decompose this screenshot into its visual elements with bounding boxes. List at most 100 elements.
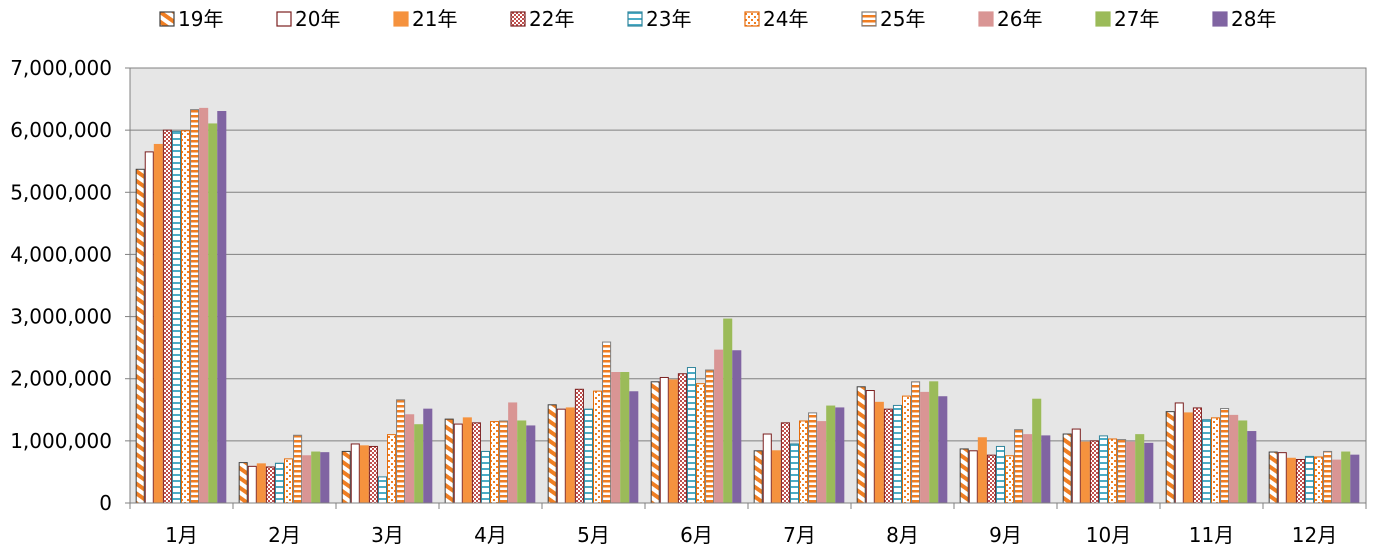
bar-23年-11月 xyxy=(1201,419,1211,504)
bar-21年-4月 xyxy=(462,417,472,504)
bar-27年-9月 xyxy=(1032,398,1042,504)
bar-21年-8月 xyxy=(874,401,884,504)
legend-label: 28年 xyxy=(1231,7,1276,31)
legend-swatch xyxy=(1212,11,1228,27)
bar-24年-5月 xyxy=(593,390,603,504)
bar-19年-10月 xyxy=(1062,433,1072,504)
bar-21年-5月 xyxy=(565,407,575,504)
gridlines xyxy=(130,67,1366,442)
bar-21年-10月 xyxy=(1080,441,1090,504)
bar-21年-9月 xyxy=(977,437,987,504)
bar-22年-8月 xyxy=(883,408,893,504)
legend-swatch xyxy=(393,11,409,27)
legend-item-21年: 21年 xyxy=(393,7,457,31)
y-tick-label: 1,000,000 xyxy=(10,429,112,453)
bar-23年-10月 xyxy=(1098,435,1108,504)
bar-21年-1月 xyxy=(153,143,163,504)
bar-26年-8月 xyxy=(920,391,930,504)
bar-25年-2月 xyxy=(293,434,303,504)
bar-24年-8月 xyxy=(902,395,912,504)
bar-19年-7月 xyxy=(753,450,763,504)
bar-26年-7月 xyxy=(817,421,827,504)
bar-24年-7月 xyxy=(799,420,809,504)
bar-22年-9月 xyxy=(986,454,996,504)
legend-label: 21年 xyxy=(412,7,457,31)
legend-label: 24年 xyxy=(763,7,808,31)
bar-22年-3月 xyxy=(368,445,378,504)
bar-25年-8月 xyxy=(911,381,921,504)
bar-26年-1月 xyxy=(199,107,209,504)
bar-22年-2月 xyxy=(265,466,275,504)
x-tick-label: 5月 xyxy=(577,523,610,547)
bar-21年-12月 xyxy=(1286,457,1296,504)
bar-19年-2月 xyxy=(238,462,248,504)
legend-label: 26年 xyxy=(997,7,1042,31)
legend-label: 27年 xyxy=(1114,7,1159,31)
bar-23年-5月 xyxy=(583,408,594,504)
bar-26年-9月 xyxy=(1023,434,1033,504)
x-tick-label: 7月 xyxy=(783,523,816,547)
legend-label: 25年 xyxy=(880,7,925,31)
bar-28年-11月 xyxy=(1247,431,1257,504)
y-tick-label: 2,000,000 xyxy=(10,367,112,391)
plot-area xyxy=(129,67,1367,504)
bar-20年-2月 xyxy=(247,465,257,504)
bar-27年-12月 xyxy=(1341,451,1351,504)
bar-26年-12月 xyxy=(1332,459,1342,504)
bar-25年-1月 xyxy=(190,109,200,504)
legend-label: 19年 xyxy=(178,7,223,31)
bar-27年-11月 xyxy=(1238,420,1248,504)
legend-item-23年: 23年 xyxy=(627,7,691,31)
bar-20年-8月 xyxy=(865,390,875,504)
bar-24年-9月 xyxy=(1005,455,1015,504)
legend-item-24年: 24年 xyxy=(744,7,808,31)
bar-27年-3月 xyxy=(414,424,424,504)
bar-25年-4月 xyxy=(499,420,509,504)
bar-20年-4月 xyxy=(453,423,463,504)
bar-24年-10月 xyxy=(1108,438,1118,504)
bar-19年-6月 xyxy=(650,381,660,504)
x-tick-label: 6月 xyxy=(680,523,713,547)
x-tick-label: 3月 xyxy=(371,523,404,547)
bar-22年-7月 xyxy=(780,422,790,504)
bar-24年-11月 xyxy=(1211,417,1221,504)
legend-item-22年: 22年 xyxy=(510,7,574,31)
bar-27年-8月 xyxy=(929,381,939,504)
bar-27年-10月 xyxy=(1135,434,1145,504)
bar-24年-12月 xyxy=(1314,456,1324,504)
x-tick-label: 8月 xyxy=(886,523,919,547)
bar-23年-12月 xyxy=(1304,455,1314,504)
x-tick-label: 10月 xyxy=(1086,523,1131,547)
bar-20年-9月 xyxy=(968,450,978,504)
legend-label: 22年 xyxy=(529,7,574,31)
x-tick-label: 9月 xyxy=(989,523,1022,547)
bar-27年-4月 xyxy=(517,420,527,504)
bar-25年-10月 xyxy=(1117,439,1127,504)
bar-21年-2月 xyxy=(256,463,266,504)
bar-28年-12月 xyxy=(1350,454,1360,504)
x-tick-label: 12月 xyxy=(1292,523,1337,547)
bar-26年-4月 xyxy=(508,402,518,504)
bar-19年-1月 xyxy=(135,168,145,504)
bar-23年-1月 xyxy=(171,130,182,504)
bar-25年-9月 xyxy=(1014,429,1024,504)
bar-26年-6月 xyxy=(714,349,724,504)
bar-25年-12月 xyxy=(1323,450,1333,504)
bar-19年-12月 xyxy=(1268,451,1278,504)
bar-21年-11月 xyxy=(1183,412,1193,504)
bar-20年-10月 xyxy=(1071,428,1081,504)
bar-28年-8月 xyxy=(938,396,948,504)
bar-22年-5月 xyxy=(574,388,584,504)
bar-28年-5月 xyxy=(629,391,639,504)
bar-21年-6月 xyxy=(668,379,678,504)
bar-23年-9月 xyxy=(995,445,1006,504)
bar-23年-7月 xyxy=(789,443,800,504)
bar-20年-6月 xyxy=(659,376,669,504)
y-tick-label: 4,000,000 xyxy=(10,242,112,266)
y-tick-label: 0 xyxy=(99,491,112,515)
bar-28年-9月 xyxy=(1041,435,1051,504)
bar-26年-5月 xyxy=(611,372,621,504)
legend-swatch xyxy=(159,11,175,27)
bar-23年-8月 xyxy=(892,404,903,504)
